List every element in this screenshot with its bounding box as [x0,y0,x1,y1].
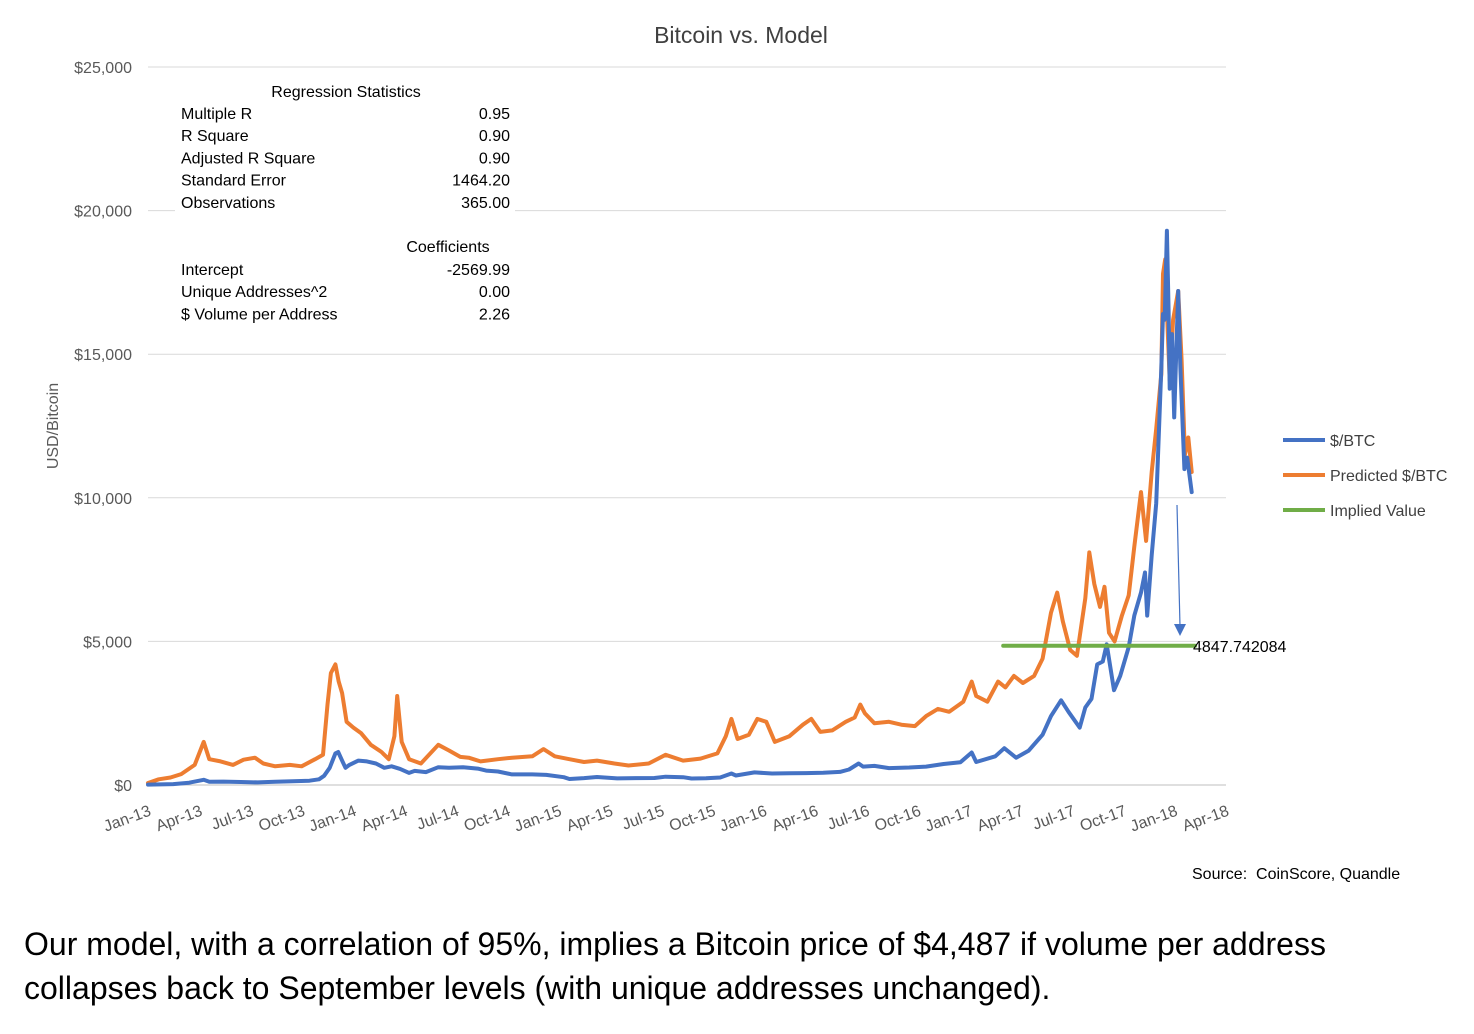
x-tick-label: Jul-15 [620,803,667,834]
x-tick-label: Apr-13 [154,803,205,835]
x-tick-label: Apr-15 [564,803,615,835]
implied-value-label: 4847.742084 [1193,639,1287,656]
stats-row-value: 365.00 [461,195,510,212]
y-tick-label: $15,000 [74,347,132,364]
coefficient-row-label: Unique Addresses^2 [181,284,327,301]
series-line-predicted-btc [146,257,1194,785]
x-axis-ticks: Jan-13 Apr-13 Jul-13 Oct-13 Jan-14 Apr-14 Jul-… [102,803,1232,836]
y-tick-label: $10,000 [74,491,132,508]
stats-row-label: Observations [181,195,275,212]
series-layer [146,228,1198,787]
stats-row-label: Multiple R [181,106,252,123]
legend-label: $/BTC [1330,433,1375,450]
x-tick-label: Jan-17 [923,803,975,836]
regression-stats-table: Regression Statistics Multiple R 0.95 R Sq… [181,84,510,323]
legend: $/BTC Predicted $/BTC Implied Value [1283,433,1447,520]
legend-label: Predicted $/BTC [1330,468,1447,485]
y-tick-label: $0 [114,778,132,795]
x-tick-label: Jul-17 [1031,803,1078,834]
y-tick-label: $20,000 [74,204,132,221]
x-tick-label: Jul-16 [825,803,872,834]
stats-row-value: 0.90 [479,150,510,167]
coefficient-row-value: 0.00 [479,284,510,301]
y-axis-title: USD/Bitcoin [45,383,62,469]
x-tick-label: Oct-15 [667,803,718,835]
coefficients-header: Coefficients [406,239,489,256]
x-tick-label: Jul-14 [415,803,462,834]
x-tick-label: Apr-17 [975,803,1026,835]
x-tick-label: Apr-18 [1180,803,1231,835]
stats-row-label: R Square [181,128,249,145]
x-tick-label: Jan-14 [307,803,359,836]
stats-row-label: Adjusted R Square [181,150,315,167]
stats-row-label: Standard Error [181,173,287,190]
source-note: Source: CoinScore, Quandle [1192,866,1401,883]
coefficient-row-value: 2.26 [479,306,510,323]
x-tick-label: Apr-14 [359,803,410,835]
stats-header: Regression Statistics [271,84,420,101]
y-tick-label: $25,000 [74,60,132,77]
annotation-arrow-line [1176,504,1181,627]
y-tick-label: $5,000 [83,634,132,651]
x-tick-label: Oct-13 [256,803,307,835]
x-tick-label: Apr-16 [770,803,821,835]
stats-row-value: 1464.20 [452,173,510,190]
annotation-arrow-head [1174,624,1186,636]
series-line-btc [146,228,1194,787]
stats-row-value: 0.90 [479,128,510,145]
stats-table-background [175,76,515,326]
x-tick-label: Jan-15 [512,803,564,836]
x-tick-label: Jan-16 [718,803,770,836]
y-axis-ticks: $0 $5,000 $10,000 $15,000 $20,000 $25,000 [74,60,132,795]
coefficient-row-label: Intercept [181,262,244,279]
x-tick-label: Oct-14 [462,803,513,835]
x-tick-label: Jan-18 [1128,803,1180,836]
x-tick-label: Jan-13 [102,803,154,836]
chart-title: Bitcoin vs. Model [654,22,828,48]
x-tick-label: Jul-13 [209,803,256,834]
stats-row-value: 0.95 [479,106,510,123]
coefficient-row-value: -2569.99 [447,262,510,279]
x-tick-label: Oct-16 [872,803,923,835]
x-tick-label: Oct-17 [1078,803,1129,835]
caption: Our model, with a correlation of 95%, im… [24,926,1326,1006]
chart: Bitcoin vs. Model $0 $5,000 $10,000 $15,000… [45,22,1447,836]
legend-label: Implied Value [1330,503,1426,520]
coefficient-row-label: $ Volume per Address [181,306,338,323]
